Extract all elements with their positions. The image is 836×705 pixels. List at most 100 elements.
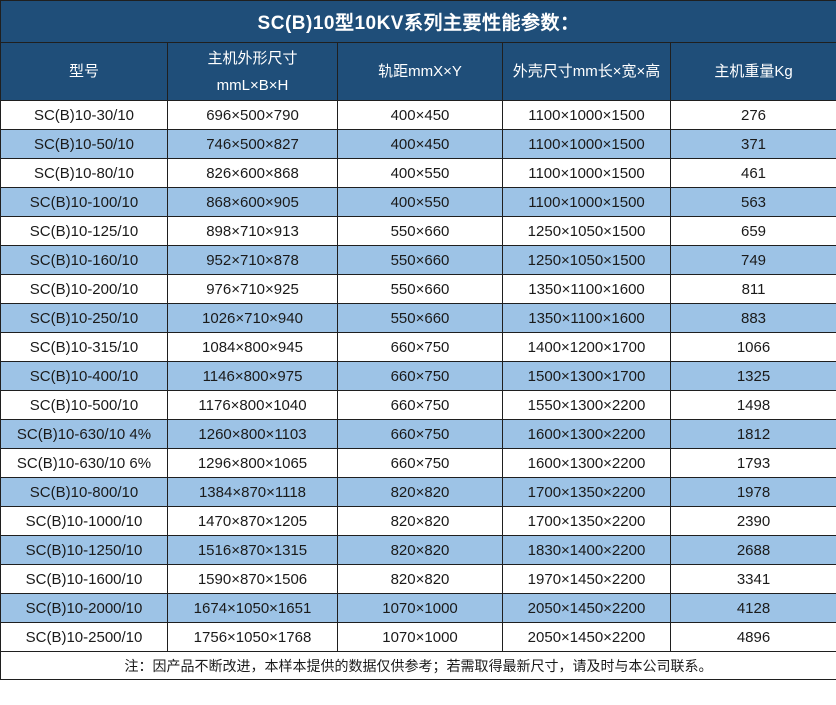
table-cell: 883 bbox=[669, 303, 836, 333]
table-cell: 820×820 bbox=[337, 535, 503, 565]
table-row: SC(B)10-200/10 976×710×925 550×660 1350×110… bbox=[0, 274, 836, 304]
table-cell: 1700×1350×2200 bbox=[502, 506, 671, 536]
column-header-shell-dimensions: 外壳尺寸mm长×宽×高 bbox=[502, 42, 671, 101]
table-cell: 4128 bbox=[669, 593, 836, 623]
table-cell: 400×450 bbox=[337, 129, 503, 159]
table-cell: 1600×1300×2200 bbox=[502, 448, 671, 478]
table-row: SC(B)10-2500/10 1756×1050×1768 1070×1000 20… bbox=[0, 622, 836, 652]
table-cell: 1812 bbox=[669, 419, 836, 449]
table-cell: 1550×1300×2200 bbox=[502, 390, 671, 420]
table-cell: 461 bbox=[669, 158, 836, 188]
table-row: SC(B)10-800/10 1384×870×1118 820×820 1700×1… bbox=[0, 477, 836, 507]
table-cell: 1250×1050×1500 bbox=[502, 245, 671, 275]
table-cell: 826×600×868 bbox=[167, 158, 338, 188]
table-cell: 696×500×790 bbox=[167, 100, 338, 130]
table-cell: 400×450 bbox=[337, 100, 503, 130]
table-cell: SC(B)10-160/10 bbox=[0, 245, 168, 275]
table-cell: 1674×1050×1651 bbox=[167, 593, 338, 623]
table-cell: SC(B)10-400/10 bbox=[0, 361, 168, 391]
table-cell: SC(B)10-630/10 6% bbox=[0, 448, 168, 478]
table-cell: 898×710×913 bbox=[167, 216, 338, 246]
table-cell: 563 bbox=[669, 187, 836, 217]
table-row: SC(B)10-50/10 746×500×827 400×450 1100×1000… bbox=[0, 129, 836, 159]
table-cell: 4896 bbox=[669, 622, 836, 652]
table-cell: 820×820 bbox=[337, 506, 503, 536]
table-cell: 1600×1300×2200 bbox=[502, 419, 671, 449]
table-cell: 1756×1050×1768 bbox=[167, 622, 338, 652]
column-header-model: 型号 bbox=[0, 42, 168, 101]
table-cell: SC(B)10-250/10 bbox=[0, 303, 168, 333]
table-cell: 820×820 bbox=[337, 477, 503, 507]
table-cell: 1516×870×1315 bbox=[167, 535, 338, 565]
table-row: SC(B)10-100/10 868×600×905 400×550 1100×100… bbox=[0, 187, 836, 217]
table-cell: SC(B)10-2000/10 bbox=[0, 593, 168, 623]
table-cell: 868×600×905 bbox=[167, 187, 338, 217]
table-cell: 1296×800×1065 bbox=[167, 448, 338, 478]
table-cell: 550×660 bbox=[337, 274, 503, 304]
table-cell: 1070×1000 bbox=[337, 593, 503, 623]
table-cell: 2050×1450×2200 bbox=[502, 622, 671, 652]
table-cell: 1066 bbox=[669, 332, 836, 362]
table-cell: 1084×800×945 bbox=[167, 332, 338, 362]
table-row: SC(B)10-315/10 1084×800×945 660×750 1400×12… bbox=[0, 332, 836, 362]
table-cell: 1830×1400×2200 bbox=[502, 535, 671, 565]
table-header-row: 型号 主机外形尺寸 mmL×B×H 轨距mmX×Y 外壳尺寸mm长×宽×高 主机… bbox=[0, 42, 836, 101]
table-cell: 660×750 bbox=[337, 448, 503, 478]
table-cell: SC(B)10-315/10 bbox=[0, 332, 168, 362]
table-cell: SC(B)10-200/10 bbox=[0, 274, 168, 304]
column-header-rail-gauge: 轨距mmX×Y bbox=[337, 42, 503, 101]
table-cell: SC(B)10-630/10 4% bbox=[0, 419, 168, 449]
table-cell: 746×500×827 bbox=[167, 129, 338, 159]
table-row: SC(B)10-500/10 1176×800×1040 660×750 1550×1… bbox=[0, 390, 836, 420]
table-cell: 2050×1450×2200 bbox=[502, 593, 671, 623]
table-cell: 660×750 bbox=[337, 419, 503, 449]
table-cell: SC(B)10-1600/10 bbox=[0, 564, 168, 594]
table-title-row: SC(B)10型10KV系列主要性能参数： bbox=[0, 0, 836, 43]
table-cell: SC(B)10-800/10 bbox=[0, 477, 168, 507]
table-cell: SC(B)10-50/10 bbox=[0, 129, 168, 159]
table-cell: 550×660 bbox=[337, 303, 503, 333]
table-cell: 1470×870×1205 bbox=[167, 506, 338, 536]
table-cell: 659 bbox=[669, 216, 836, 246]
table-cell: 276 bbox=[669, 100, 836, 130]
table-cell: 550×660 bbox=[337, 216, 503, 246]
table-cell: 952×710×878 bbox=[167, 245, 338, 275]
table-row: SC(B)10-1000/10 1470×870×1205 820×820 1700×… bbox=[0, 506, 836, 536]
footnote-text: 注：因产品不断改进，本样本提供的数据仅供参考；若需取得最新尺寸，请及时与本公司联… bbox=[0, 651, 836, 680]
table-row: SC(B)10-160/10 952×710×878 550×660 1250×105… bbox=[0, 245, 836, 275]
table-cell: SC(B)10-1250/10 bbox=[0, 535, 168, 565]
table-cell: 749 bbox=[669, 245, 836, 275]
table-cell: 811 bbox=[669, 274, 836, 304]
table-cell: 1498 bbox=[669, 390, 836, 420]
footnote-row: 注：因产品不断改进，本样本提供的数据仅供参考；若需取得最新尺寸，请及时与本公司联… bbox=[0, 651, 836, 680]
table-cell: SC(B)10-2500/10 bbox=[0, 622, 168, 652]
column-header-host-dimensions: 主机外形尺寸 mmL×B×H bbox=[167, 42, 338, 101]
table-row: SC(B)10-30/10 696×500×790 400×450 1100×1000… bbox=[0, 100, 836, 130]
table-row: SC(B)10-250/10 1026×710×940 550×660 1350×11… bbox=[0, 303, 836, 333]
table-cell: 1100×1000×1500 bbox=[502, 158, 671, 188]
table-row: SC(B)10-125/10 898×710×913 550×660 1250×105… bbox=[0, 216, 836, 246]
table-cell: 660×750 bbox=[337, 332, 503, 362]
table-cell: 976×710×925 bbox=[167, 274, 338, 304]
table-cell: 1070×1000 bbox=[337, 622, 503, 652]
table-cell: SC(B)10-100/10 bbox=[0, 187, 168, 217]
table-cell: SC(B)10-500/10 bbox=[0, 390, 168, 420]
table-cell: 2390 bbox=[669, 506, 836, 536]
table-cell: 1793 bbox=[669, 448, 836, 478]
table-cell: 1970×1450×2200 bbox=[502, 564, 671, 594]
table-cell: SC(B)10-1000/10 bbox=[0, 506, 168, 536]
table-cell: 1400×1200×1700 bbox=[502, 332, 671, 362]
table-cell: 1100×1000×1500 bbox=[502, 100, 671, 130]
spec-table: SC(B)10型10KV系列主要性能参数： 型号 主机外形尺寸 mmL×B×H … bbox=[0, 0, 836, 680]
table-cell: 1250×1050×1500 bbox=[502, 216, 671, 246]
table-cell: 1500×1300×1700 bbox=[502, 361, 671, 391]
table-cell: 1325 bbox=[669, 361, 836, 391]
table-cell: SC(B)10-80/10 bbox=[0, 158, 168, 188]
table-row: SC(B)10-630/10 4% 1260×800×1103 660×750 160… bbox=[0, 419, 836, 449]
table-cell: 1350×1100×1600 bbox=[502, 303, 671, 333]
table-row: SC(B)10-1600/10 1590×870×1506 820×820 1970×… bbox=[0, 564, 836, 594]
table-row: SC(B)10-400/10 1146×800×975 660×750 1500×13… bbox=[0, 361, 836, 391]
table-cell: 820×820 bbox=[337, 564, 503, 594]
table-cell: 1100×1000×1500 bbox=[502, 187, 671, 217]
table-row: SC(B)10-80/10 826×600×868 400×550 1100×1000… bbox=[0, 158, 836, 188]
